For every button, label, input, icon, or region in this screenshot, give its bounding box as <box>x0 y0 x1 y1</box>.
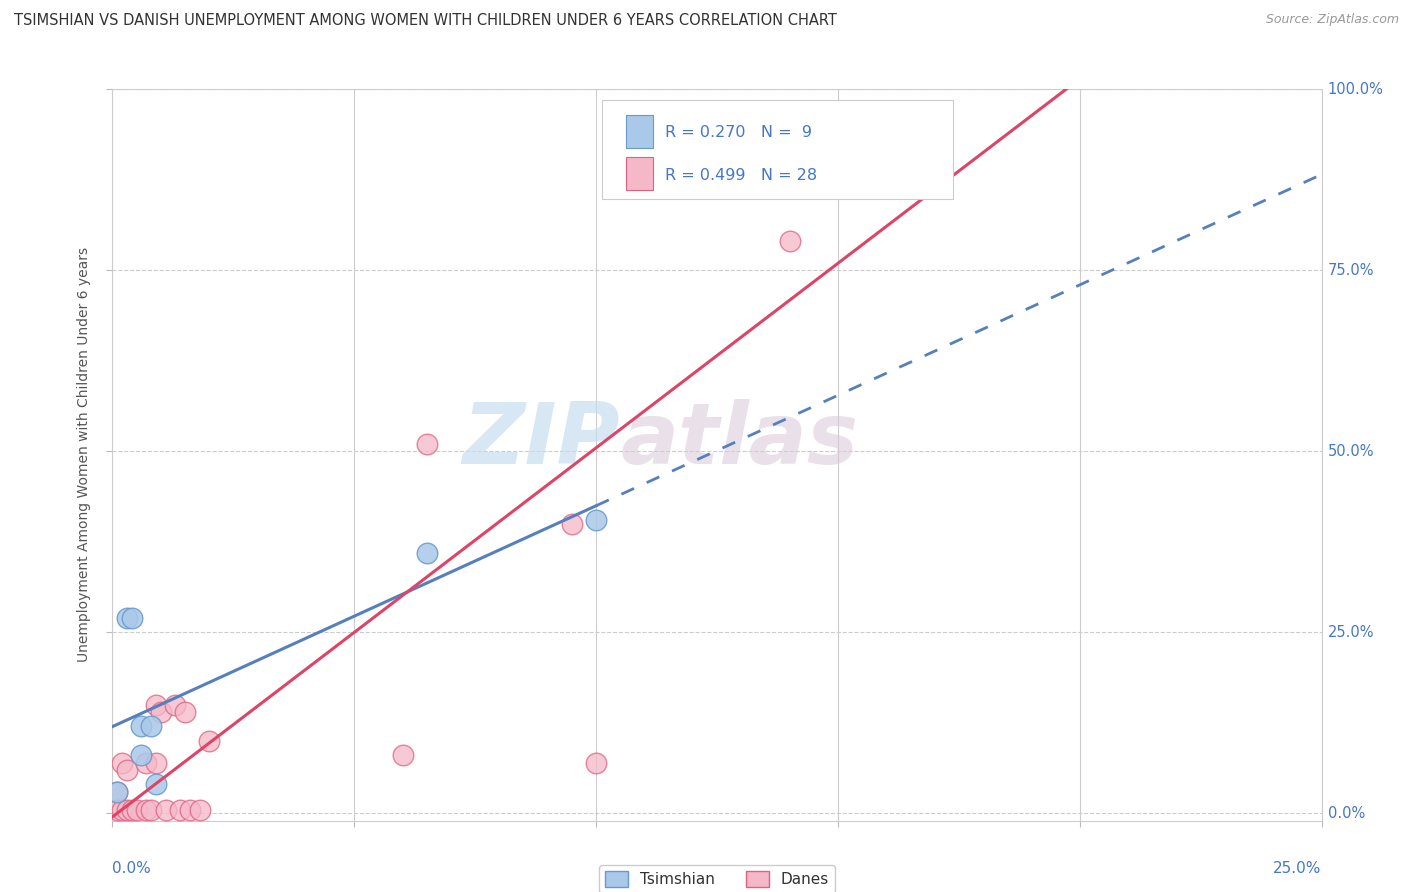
Text: TSIMSHIAN VS DANISH UNEMPLOYMENT AMONG WOMEN WITH CHILDREN UNDER 6 YEARS CORRELA: TSIMSHIAN VS DANISH UNEMPLOYMENT AMONG W… <box>14 13 837 29</box>
Point <box>149 705 172 719</box>
Text: ZIP: ZIP <box>463 399 620 482</box>
Point <box>111 803 134 817</box>
Point <box>135 803 157 817</box>
Point <box>179 803 201 817</box>
Point <box>121 803 143 817</box>
Point <box>115 611 138 625</box>
FancyBboxPatch shape <box>602 100 953 199</box>
Point <box>111 756 134 770</box>
Point <box>121 611 143 625</box>
Text: R = 0.270   N =  9: R = 0.270 N = 9 <box>665 125 813 140</box>
Point <box>125 803 148 817</box>
Point <box>105 785 128 799</box>
Point <box>416 437 439 451</box>
Text: 25.0%: 25.0% <box>1274 861 1322 876</box>
Text: 100.0%: 100.0% <box>1327 82 1384 96</box>
Point <box>585 513 607 527</box>
Point <box>391 748 413 763</box>
Y-axis label: Unemployment Among Women with Children Under 6 years: Unemployment Among Women with Children U… <box>77 247 91 663</box>
Point <box>141 803 163 817</box>
Point <box>115 803 138 817</box>
Point <box>198 734 221 748</box>
Point <box>169 803 191 817</box>
Point <box>105 803 128 817</box>
Point <box>145 777 167 791</box>
Text: 0.0%: 0.0% <box>1327 805 1365 821</box>
Point <box>155 803 177 817</box>
Point <box>115 763 138 777</box>
Point <box>145 698 167 712</box>
Text: atlas: atlas <box>620 399 859 482</box>
Text: Source: ZipAtlas.com: Source: ZipAtlas.com <box>1265 13 1399 27</box>
Point <box>145 756 167 770</box>
Point <box>924 103 946 118</box>
Text: R = 0.499   N = 28: R = 0.499 N = 28 <box>665 168 817 183</box>
Point <box>131 748 153 763</box>
FancyBboxPatch shape <box>626 115 652 148</box>
Point <box>141 719 163 733</box>
Point <box>416 546 439 560</box>
Point <box>585 756 607 770</box>
FancyBboxPatch shape <box>626 157 652 190</box>
Point <box>135 756 157 770</box>
Text: 25.0%: 25.0% <box>1327 625 1374 640</box>
Text: 75.0%: 75.0% <box>1327 263 1374 277</box>
Point <box>779 234 801 248</box>
Text: 0.0%: 0.0% <box>112 861 152 876</box>
Legend: Tsimshian, Danes: Tsimshian, Danes <box>599 865 835 892</box>
Point <box>174 705 197 719</box>
Point <box>105 785 128 799</box>
Point <box>900 103 922 118</box>
Point <box>131 719 153 733</box>
Text: 50.0%: 50.0% <box>1327 444 1374 458</box>
Point <box>561 516 583 531</box>
Point <box>165 698 187 712</box>
Point <box>188 803 211 817</box>
